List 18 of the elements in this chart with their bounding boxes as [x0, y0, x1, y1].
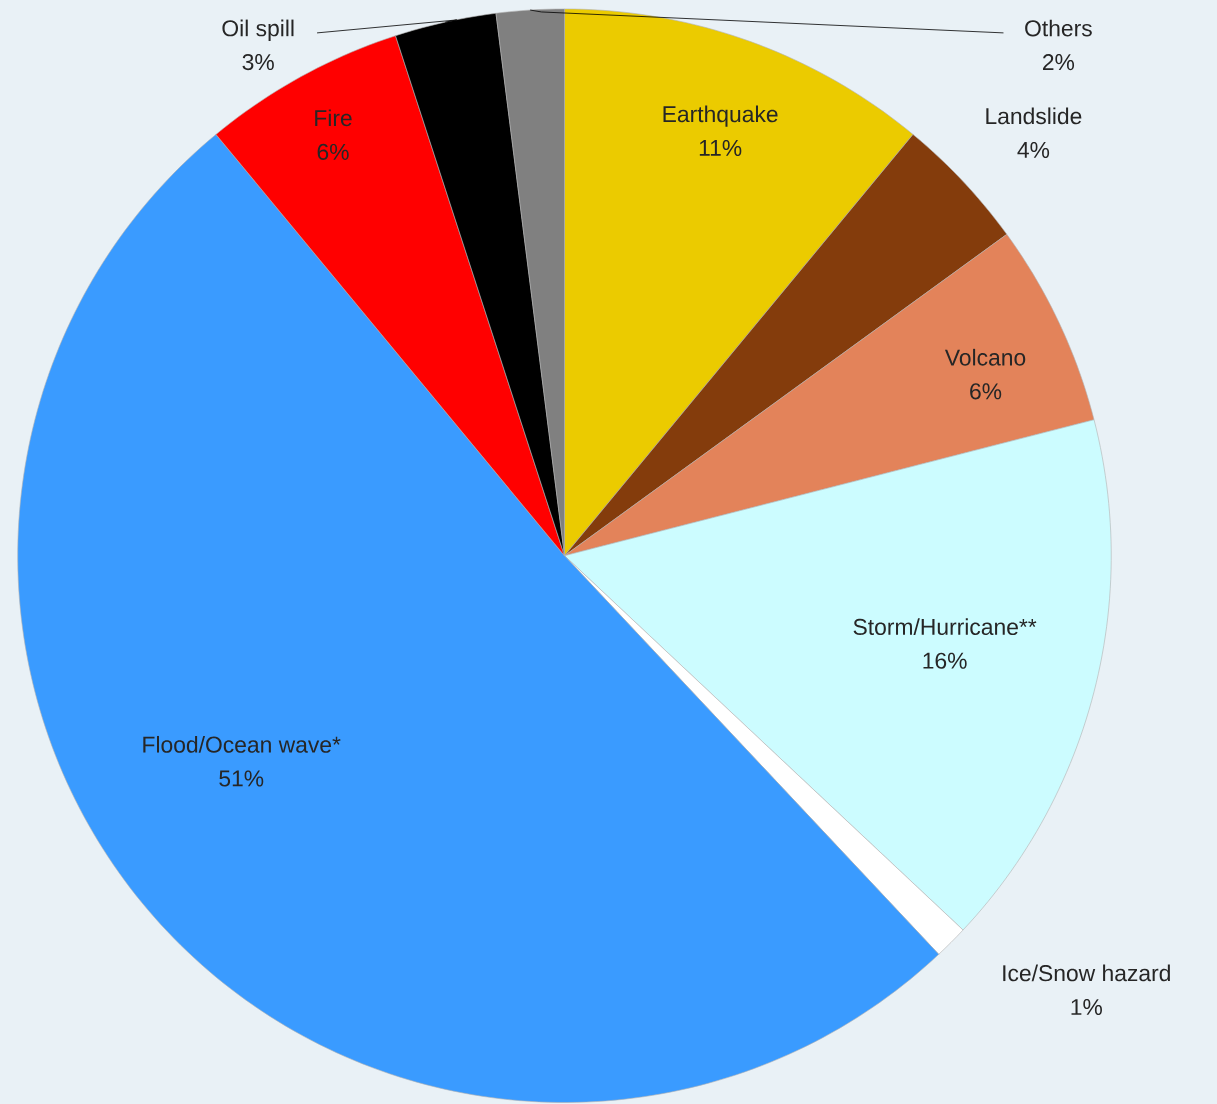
slice-label: Volcano: [944, 348, 1026, 366]
data-label: 6%: [970, 383, 1002, 400]
data-label: 6%: [317, 143, 349, 160]
data-label: 51%: [219, 770, 264, 787]
slice-label: Storm/Hurricane**: [853, 617, 1037, 635]
data-label: 1%: [1071, 998, 1102, 1015]
data-label: 2%: [1042, 53, 1075, 70]
data-label: 4%: [1017, 141, 1050, 158]
slice-label: Ice/Snow hazard: [1003, 964, 1170, 982]
slice-label: Fire: [315, 109, 352, 126]
data-label: 16%: [923, 652, 967, 669]
data-label: 11%: [699, 139, 742, 156]
slice-label: Flood/Ocean wave*: [143, 735, 341, 753]
slice-label: Landslide: [986, 107, 1082, 124]
slice-label: Oil spill: [222, 19, 294, 41]
data-label: 3%: [242, 53, 274, 70]
slice-label: Earthquake: [663, 105, 778, 127]
slice-label: Others: [1025, 19, 1092, 37]
